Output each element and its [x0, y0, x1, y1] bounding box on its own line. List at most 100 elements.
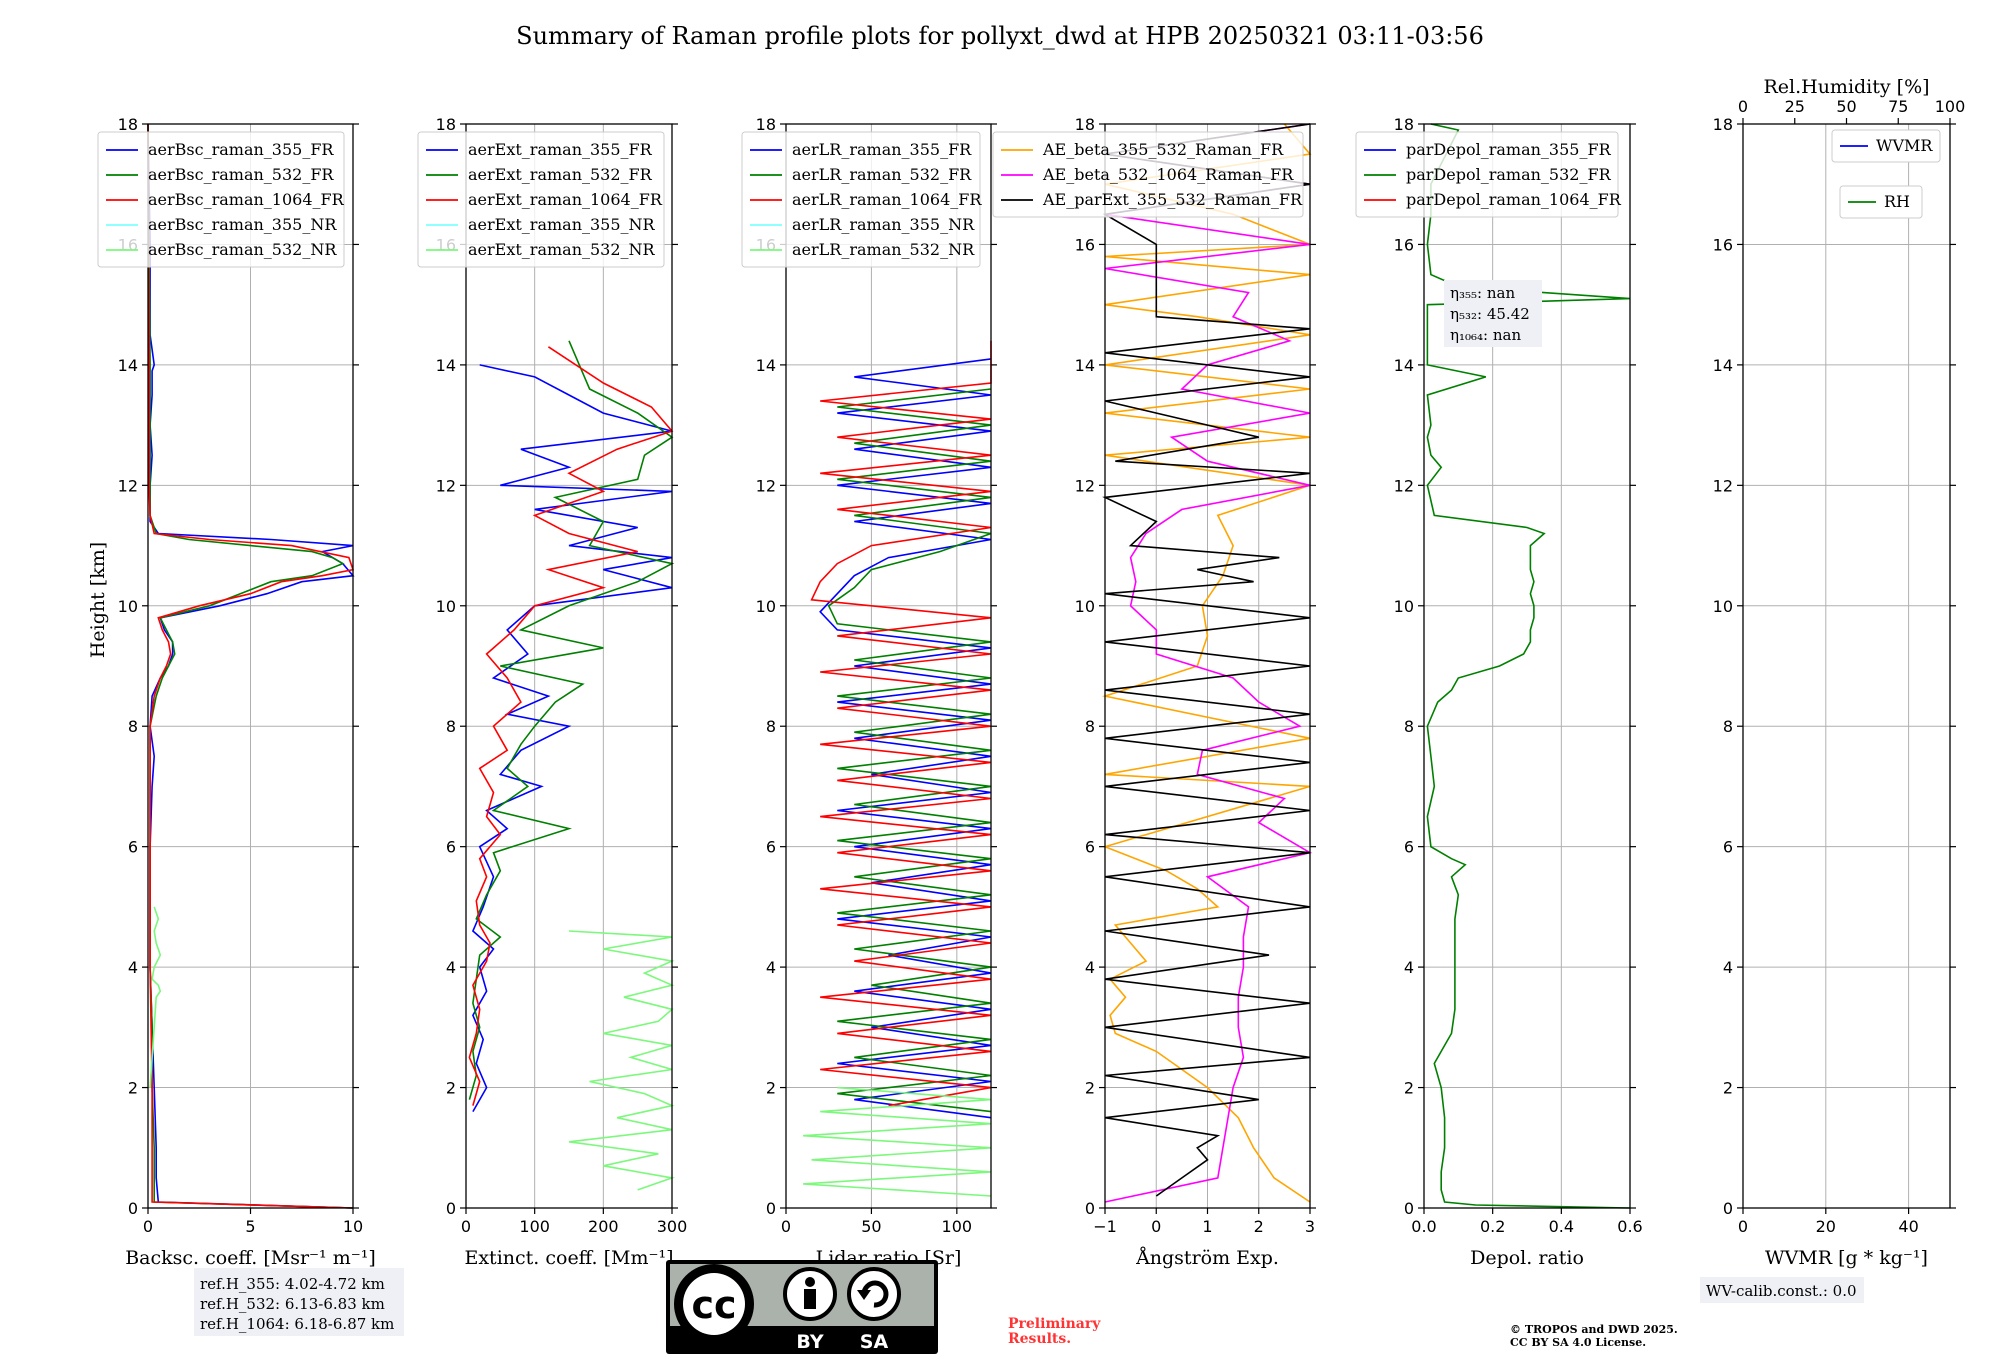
- panel-wv: 0 20 40 0 2 4 6 8 10 12 14 16 18 WVMR [g * kg⁻¹] 0 25 50…: [1713, 76, 1966, 1269]
- ref-h-1064: ref.H_1064: 6.18-6.87 km: [200, 1315, 394, 1333]
- legend-label: aerLR_raman_1064_FR: [792, 190, 982, 209]
- y-tick-label: 0: [1404, 1199, 1414, 1218]
- y-tick-label: 6: [766, 838, 776, 857]
- top-x-tick-label: 25: [1785, 97, 1805, 116]
- x-tick-label: 0.2: [1480, 1217, 1505, 1236]
- x-tick-label: −1: [1093, 1217, 1117, 1236]
- x-tick-label: 20: [1816, 1217, 1836, 1236]
- y-tick-label: 10: [1713, 597, 1733, 616]
- x-tick-label: 40: [1898, 1217, 1918, 1236]
- top-x-tick-label: 0: [1738, 97, 1748, 116]
- x-axis-label-ae: Ångström Exp.: [1135, 1247, 1279, 1269]
- series-group-lr: [803, 340, 992, 1197]
- y-tick-label: 6: [1723, 838, 1733, 857]
- y-tick-label: 16: [1713, 235, 1733, 254]
- legend-label: WVMR: [1876, 136, 1933, 155]
- y-tick-label: 8: [766, 717, 776, 736]
- y-tick-label: 14: [1713, 356, 1733, 375]
- legend-label: RH: [1884, 192, 1910, 211]
- wv-calib-const: WV-calib.const.: 0.0: [1706, 1282, 1857, 1300]
- legend-label: AE_parExt_355_532_Raman_FR: [1042, 190, 1303, 209]
- series-line-aerExt_raman_532_NR: [568, 930, 676, 1191]
- y-tick-label: 4: [446, 958, 456, 977]
- legend-label: aerLR_raman_532_FR: [792, 165, 972, 184]
- y-tick-label: 4: [128, 958, 138, 977]
- cc-logo-cc-text: cc: [691, 1283, 736, 1327]
- y-tick-label: 2: [1404, 1079, 1414, 1098]
- x-tick-label: 0.6: [1617, 1217, 1642, 1236]
- legend-label: aerLR_raman_532_NR: [792, 240, 975, 259]
- x-tick-label: 100: [942, 1217, 973, 1236]
- wv-calib-box-bg: [1700, 1277, 1864, 1303]
- y-tick-label: 0: [766, 1199, 776, 1218]
- series-line-aerExt_raman_1064_FR: [468, 346, 674, 1106]
- x-tick-label: 300: [657, 1217, 688, 1236]
- panel-lr: 050100024681012141618Lidar ratio [Sr]aer…: [741, 115, 997, 1269]
- series-line-aerLR_raman_532_NR: [803, 1086, 992, 1197]
- x-tick-label: 0: [143, 1217, 153, 1236]
- y-tick-label: 8: [128, 717, 138, 736]
- x-tick-label: 0: [1151, 1217, 1161, 1236]
- legend-box: [741, 131, 981, 268]
- y-tick-label: 2: [446, 1079, 456, 1098]
- x-tick-label: 5: [245, 1217, 255, 1236]
- y-tick-label: 8: [1085, 717, 1095, 736]
- legend-label: aerExt_raman_532_FR: [468, 165, 653, 184]
- y-tick-label: 10: [1075, 597, 1095, 616]
- preliminary-label-2: Results.: [1008, 1331, 1071, 1347]
- axes-frame: [1742, 123, 1951, 1209]
- x-tick-label: 0.0: [1411, 1217, 1436, 1236]
- y-tick-label: 0: [128, 1199, 138, 1218]
- ref-h-532: ref.H_532: 6.13-6.83 km: [200, 1295, 385, 1313]
- copyright-line-2: CC BY SA 4.0 License.: [1510, 1336, 1646, 1349]
- y-tick-label: 10: [756, 597, 776, 616]
- x-tick-label: 200: [588, 1217, 619, 1236]
- panel-bsc: 0510024681012141618Backsc. coeff. [Msr⁻¹…: [97, 115, 376, 1269]
- legend-ae: AE_beta_355_532_Raman_FR AE_beta_532_1064…: [992, 131, 1304, 218]
- series-line-aerLR_raman_1064_FR: [810, 340, 992, 1107]
- figure-title: Summary of Raman profile plots for polly…: [516, 22, 1484, 50]
- x-tick-label: 10: [343, 1217, 363, 1236]
- eta-1064: η₁₀₆₄: nan: [1450, 326, 1521, 344]
- y-tick-label: 4: [766, 958, 776, 977]
- cc-logo-by-text: BY: [796, 1331, 823, 1353]
- reference-height-box: ref.H_355: 4.02-4.72 km ref.H_532: 6.13-…: [194, 1268, 404, 1336]
- axes-frame: [785, 123, 992, 1209]
- legend-box: [1355, 131, 1619, 218]
- legend-lr: aerLR_raman_355_FR aerLR_raman_532_FR aerL…: [741, 131, 982, 268]
- preliminary-label-1: Preliminary: [1008, 1316, 1101, 1332]
- panel-dep: 0.0 0.2 0.4 0.6 0 2 4 6 8 10 12 14 16 18 Depol. ratio p…: [1355, 115, 1643, 1269]
- eta-532: η₅₃₂: 45.42: [1450, 305, 1530, 323]
- x-tick-label: 2: [1254, 1217, 1264, 1236]
- y-tick-label: 12: [436, 476, 456, 495]
- y-axis-label: Height [km]: [87, 542, 109, 658]
- series-group-dep: [1426, 123, 1631, 1209]
- top-x-tick-label: 75: [1888, 97, 1908, 116]
- cc-by-sa-logo: cc BY SA: [666, 1260, 938, 1354]
- series-line-AE_beta_532_1064_Raman_FR: [1104, 123, 1313, 1203]
- y-tick-label: 18: [1713, 115, 1733, 134]
- legend-ext: aerExt_raman_355_FR aerExt_raman_532_FRae…: [417, 131, 665, 268]
- axes-frame: [1423, 123, 1631, 1209]
- legend-label: aerBsc_raman_355_FR: [148, 140, 334, 159]
- legend-label: aerLR_raman_355_FR: [792, 140, 972, 159]
- y-tick-label: 18: [436, 115, 456, 134]
- y-tick-label: 4: [1085, 958, 1095, 977]
- series-group-bsc: [147, 123, 355, 1209]
- top-x-axis-label: Rel.Humidity [%]: [1763, 76, 1929, 98]
- y-tick-label: 8: [446, 717, 456, 736]
- person-icon-head: [805, 1277, 815, 1287]
- legend-label: aerBsc_raman_1064_FR: [148, 190, 345, 209]
- legend-box: [992, 131, 1304, 218]
- series-line-parDepol_raman_532_FR: [1426, 123, 1631, 1209]
- legend-label: aerExt_raman_355_NR: [468, 215, 656, 234]
- y-tick-label: 6: [128, 838, 138, 857]
- legend-label: aerLR_raman_355_NR: [792, 215, 975, 234]
- legend-bsc: aerBsc_raman_355_FR aerBsc_raman_532_FRae…: [97, 131, 345, 268]
- series-line-aerLR_raman_532_FR: [827, 388, 992, 1113]
- legend-label: aerExt_raman_355_FR: [468, 140, 653, 159]
- y-tick-label: 14: [118, 356, 138, 375]
- reference-height-box-bg: [194, 1268, 404, 1336]
